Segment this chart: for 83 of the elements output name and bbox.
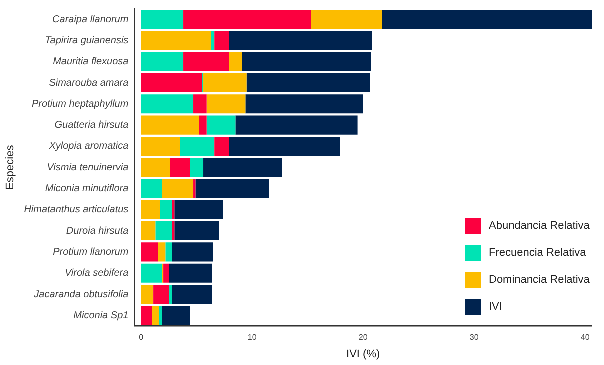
bar [141, 306, 152, 326]
y-tick-label: Caraipa llanorum [52, 14, 129, 26]
legend-label: IVI [489, 300, 502, 312]
bar [172, 222, 175, 241]
bar [160, 200, 172, 220]
y-tick-label: Virola sebifera [64, 268, 130, 280]
bar [141, 222, 156, 241]
legend-label: Abundancia Relativa [489, 220, 590, 232]
y-tick-label: Simarouba amara [49, 78, 130, 89]
bar [206, 116, 236, 135]
bar [141, 242, 158, 262]
bar [159, 306, 162, 326]
bar [214, 31, 230, 50]
bar [162, 179, 194, 198]
bar [246, 74, 370, 93]
bar [164, 264, 170, 283]
bar [169, 284, 172, 304]
bar [184, 10, 312, 30]
bar [169, 264, 212, 283]
bar [229, 52, 242, 72]
bar [174, 222, 220, 241]
y-tick-label: Duroia hirsuta [66, 226, 130, 237]
bar [141, 52, 184, 72]
bar [170, 158, 190, 178]
bar [141, 10, 184, 30]
bar [204, 158, 282, 178]
bar [382, 10, 592, 30]
bar [141, 116, 200, 135]
y-axis-title: Especies [4, 144, 17, 190]
x-tick-label: 40 [580, 333, 590, 342]
bar [162, 306, 190, 326]
bar [156, 222, 172, 241]
x-axis-title: IVI (%) [346, 348, 380, 360]
y-tick-label: Protium heptaphyllum [32, 98, 129, 110]
bar [204, 74, 247, 93]
y-tick-label: Xylopia aromatica [48, 141, 130, 152]
bar [141, 284, 154, 304]
x-tick-label: 30 [470, 333, 480, 342]
y-tick-label: Guatteria hirsuta [54, 120, 130, 132]
bar [158, 242, 166, 262]
bar [141, 31, 212, 50]
bar [172, 200, 175, 220]
bar [242, 52, 372, 72]
y-tick-label: Miconia minutiflora [45, 184, 130, 195]
x-tick-label: 0 [139, 333, 144, 342]
bar [174, 200, 224, 220]
bar [311, 10, 382, 30]
bar [141, 264, 162, 283]
bar [190, 158, 204, 178]
y-tick-label: Tapirira guianensis [45, 36, 129, 46]
bar [196, 179, 269, 198]
legend-label: Dominancia Relativa [489, 274, 590, 286]
bar [154, 284, 170, 304]
bar [206, 94, 246, 114]
bar [172, 242, 214, 262]
bar [172, 284, 212, 304]
bar [246, 94, 364, 114]
bar [152, 306, 160, 326]
bar [229, 136, 340, 156]
bar [194, 94, 207, 114]
bar [141, 136, 180, 156]
bar [180, 136, 215, 156]
bar [236, 116, 358, 135]
bar [199, 116, 207, 135]
bar [141, 74, 202, 93]
bar [184, 52, 230, 72]
y-tick-label: Himatanthus articulatus [24, 204, 129, 216]
bar [166, 242, 172, 262]
bar [141, 94, 194, 114]
y-tick-label: Vismia tenuinervia [47, 162, 130, 174]
x-tick-label: 10 [248, 333, 258, 342]
x-tick-label: 20 [358, 333, 368, 342]
bar [141, 179, 162, 198]
bar [141, 158, 170, 178]
y-tick-label: Miconia Sp1 [74, 310, 129, 322]
y-tick-label: Mauritia flexuosa [53, 56, 130, 68]
bar [141, 200, 160, 220]
bar [211, 31, 215, 50]
bar [214, 136, 230, 156]
legend-label: Frecuencia Relativa [489, 246, 586, 258]
bar [229, 31, 372, 50]
y-tick-label: Jacaranda obtusifolia [33, 289, 130, 300]
y-tick-label: Protium llanorum [53, 246, 129, 258]
